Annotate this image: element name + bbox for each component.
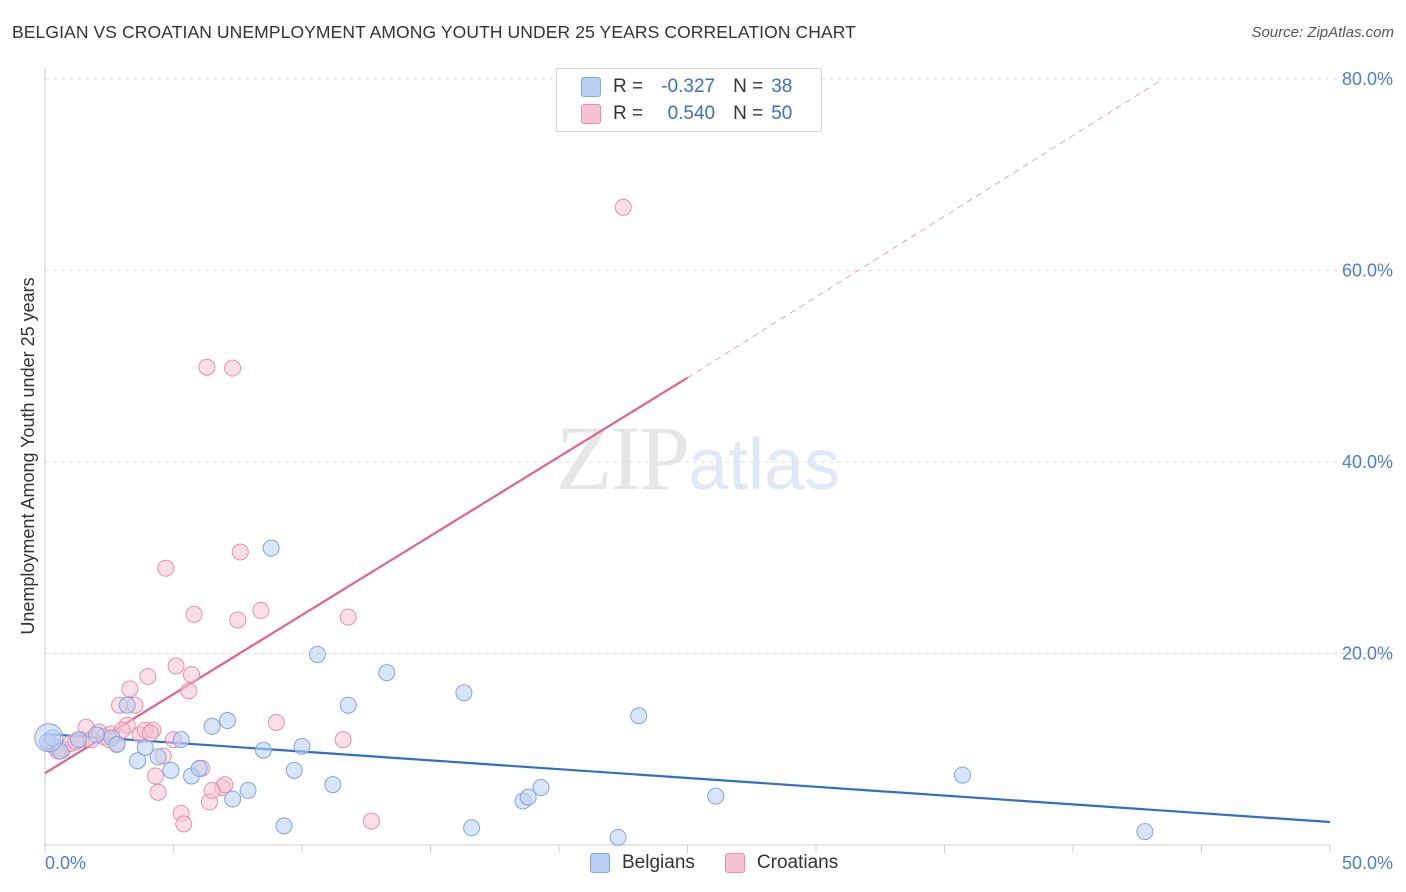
croatian-point: [362, 812, 380, 830]
legend-n-label: N =: [733, 103, 764, 124]
belgian-point: [149, 748, 167, 766]
croatian-point: [139, 667, 157, 685]
belgian-point: [224, 790, 242, 808]
belgian-point: [308, 645, 326, 663]
croatian-point: [224, 359, 242, 377]
belgian-point: [172, 731, 190, 749]
x-tick-label: 0.0%: [45, 853, 86, 873]
bottom-legend: Belgians Croatians: [590, 852, 868, 874]
croatian-point: [167, 657, 185, 675]
bottom-legend-belgians: Belgians: [590, 852, 695, 874]
croatian-point: [147, 767, 165, 785]
legend-row-belgians: R = -0.327 N = 38: [581, 74, 792, 100]
watermark: ZIPatlas: [556, 405, 840, 511]
belgian-point: [108, 735, 126, 753]
croatian-point: [267, 713, 285, 731]
bottom-legend-belgians-label: Belgians: [622, 852, 695, 873]
croatians-trend-line: [44, 376, 689, 775]
bottom-legend-croatians-label: Croatians: [756, 852, 839, 873]
croatian-point: [182, 666, 200, 684]
belgian-point: [519, 788, 537, 806]
axes: [44, 68, 1331, 853]
x-tick-label: 50.0%: [1342, 853, 1393, 873]
tick-labels: 20.0% 40.0% 60.0% 80.0% 0.0% 50.0%: [45, 69, 1393, 873]
croatian-point: [203, 781, 221, 799]
belgian-point: [1136, 823, 1154, 841]
y-axis-label: Unemployment Among Youth under 25 years: [18, 277, 38, 634]
belgians-swatch: [581, 77, 601, 97]
legend: R = -0.327 N = 38 R = 0.540 N = 50: [556, 68, 822, 132]
trend-lines: [44, 78, 1331, 824]
belgian-point: [262, 539, 280, 557]
croatian-point: [614, 198, 632, 216]
croatian-point: [121, 680, 139, 698]
belgian-point: [953, 766, 971, 784]
belgians-points: [34, 539, 1154, 846]
croatian-point: [334, 731, 352, 749]
croatian-point: [180, 682, 198, 700]
legend-r-label: R =: [613, 103, 644, 124]
belgian-point: [136, 738, 154, 756]
belgian-point: [455, 684, 473, 702]
croatian-point: [198, 358, 216, 376]
croatian-point: [175, 815, 193, 833]
y-tick-label: 60.0%: [1342, 261, 1393, 281]
legend-n-value-belgians: 38: [771, 76, 793, 97]
croatian-point: [141, 724, 159, 742]
belgian-point: [275, 817, 293, 835]
belgians-swatch: [590, 853, 610, 873]
croatians-trend-line: [687, 78, 1164, 379]
croatians-points: [41, 198, 632, 833]
belgian-point: [609, 828, 627, 846]
belgian-point: [285, 761, 303, 779]
belgian-point: [532, 779, 550, 797]
belgian-point: [239, 781, 257, 799]
croatian-point: [252, 601, 270, 619]
belgian-point: [324, 776, 342, 794]
belgian-point: [162, 761, 180, 779]
croatian-point: [149, 783, 167, 801]
belgian-point: [630, 707, 648, 725]
belgian-point: [254, 741, 272, 759]
grid-lines: [45, 78, 1392, 654]
legend-row-croatians: R = 0.540 N = 50: [581, 101, 792, 127]
belgian-point: [190, 759, 208, 777]
watermark-zip: ZIP: [556, 407, 690, 509]
belgian-point: [34, 723, 64, 753]
y-tick-label: 80.0%: [1342, 69, 1393, 89]
belgian-point: [87, 726, 105, 744]
belgian-point: [118, 696, 136, 714]
chart-title: BELGIAN VS CROATIAN UNEMPLOYMENT AMONG Y…: [12, 22, 856, 42]
belgian-point: [129, 752, 147, 770]
croatian-point: [229, 611, 247, 629]
belgian-point: [218, 712, 236, 730]
legend-r-value-croatians: 0.540: [667, 103, 716, 124]
legend-r-label: R =: [613, 76, 644, 97]
y-tick-label: 40.0%: [1342, 452, 1393, 472]
croatian-point: [339, 608, 357, 626]
croatians-swatch: [581, 104, 601, 124]
belgian-point: [203, 717, 221, 735]
belgian-point: [463, 819, 481, 837]
croatian-point: [157, 559, 175, 577]
legend-n-label: N =: [733, 76, 764, 97]
belgian-point: [293, 737, 311, 755]
belgian-point: [69, 731, 87, 749]
belgians-trend-line: [44, 732, 1331, 824]
y-tick-label: 20.0%: [1342, 644, 1393, 664]
bottom-legend-croatians: Croatians: [724, 852, 839, 874]
legend-n-value-croatians: 50: [771, 103, 793, 124]
croatians-swatch: [724, 853, 745, 873]
source-label: Source: ZipAtlas.com: [1251, 24, 1394, 41]
croatian-point: [185, 605, 203, 623]
legend-r-value-belgians: -0.327: [661, 76, 716, 97]
croatian-point: [231, 543, 249, 561]
belgian-point: [339, 696, 357, 714]
watermark-atlas: atlas: [688, 425, 841, 505]
belgian-point: [378, 664, 396, 682]
belgian-point: [707, 787, 725, 805]
